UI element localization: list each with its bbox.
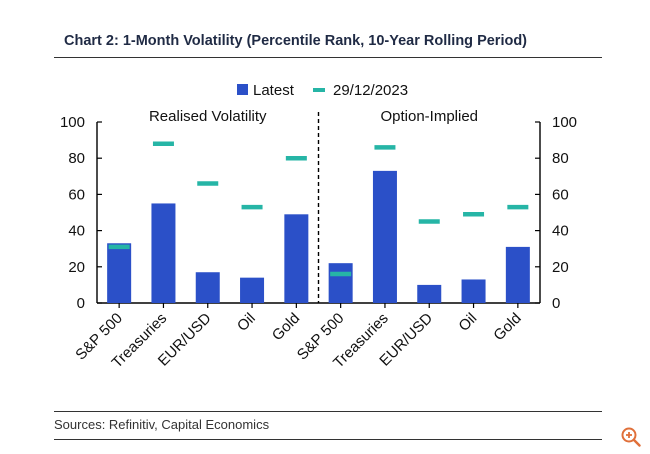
bar-latest	[328, 263, 353, 303]
y-tick-label-left: 60	[68, 186, 85, 203]
y-tick-label-left: 0	[77, 295, 85, 312]
legend-swatch-latest	[237, 84, 248, 95]
legend-label-latest: Latest	[253, 82, 295, 99]
sources-rule-top	[54, 411, 602, 412]
chart-card: Chart 2: 1-Month Volatility (Percentile …	[40, 0, 602, 440]
y-tick-label-right: 20	[552, 259, 569, 276]
bar-latest	[461, 279, 486, 303]
y-tick-label-right: 0	[552, 295, 560, 312]
y-tick-label-right: 60	[552, 186, 569, 203]
bar-latest	[240, 277, 265, 303]
y-tick-label-left: 40	[68, 223, 85, 240]
bar-latest	[372, 170, 397, 303]
group-label: Realised Volatility	[149, 108, 267, 125]
bar-latest	[151, 203, 176, 303]
bar-latest	[284, 214, 309, 303]
sources-rule-bottom	[54, 439, 602, 440]
bar-latest	[505, 246, 530, 303]
y-tick-label-left: 20	[68, 259, 85, 276]
y-tick-label-left: 80	[68, 150, 85, 167]
x-tick-label: Gold	[269, 310, 303, 344]
x-tick-label: Oil	[234, 310, 259, 335]
x-tick-label: Gold	[490, 310, 524, 344]
y-tick-label-left: 100	[60, 114, 85, 131]
bar-latest	[417, 284, 442, 303]
bar-latest	[107, 243, 132, 303]
bar-latest	[195, 272, 220, 303]
zoom-in-icon[interactable]	[620, 426, 642, 448]
x-tick-label: Oil	[455, 310, 480, 335]
chart-title: Chart 2: 1-Month Volatility (Percentile …	[64, 33, 528, 49]
legend-label-prior: 29/12/2023	[333, 82, 408, 99]
sources-note: Sources: Refinitiv, Capital Economics	[54, 417, 270, 432]
y-tick-label-right: 40	[552, 223, 569, 240]
y-tick-label-right: 80	[552, 150, 569, 167]
group-label: Option-Implied	[380, 108, 478, 125]
title-rule	[54, 57, 602, 58]
y-tick-label-right: 100	[552, 114, 577, 131]
